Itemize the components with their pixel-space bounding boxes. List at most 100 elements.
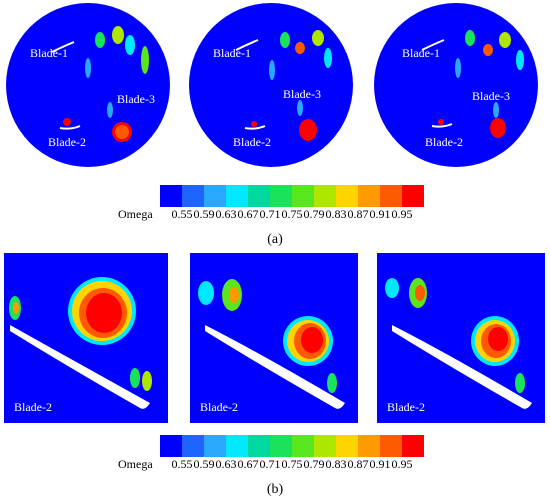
vortex: [490, 118, 506, 138]
colorbar-swatch: [336, 185, 358, 207]
colorbar-tick-label: 0.79: [304, 457, 325, 471]
vortex: [63, 118, 71, 126]
colorbar-tick-label: 0.91: [370, 207, 391, 221]
row-b: Blade-2 Blade-2 Bl: [0, 253, 550, 423]
vortex: [13, 302, 19, 314]
label-blade-2: Blade-2: [387, 400, 425, 414]
vortex-core: [86, 293, 122, 333]
vortex: [499, 32, 511, 48]
colorbar-swatch: [270, 435, 292, 457]
vortex: [415, 285, 425, 301]
row-a-svg: Blade-1 Blade-3 Blade-2 Blade-1 Blade-3 …: [6, 3, 538, 167]
colorbar-a-svg: Omega 0.55 0.59 0.63 0.67 0.71 0.75 0.79 0.83 0.…: [118, 185, 424, 221]
row-b-panel-1: Blade-2: [4, 253, 168, 423]
row-b-svg: Blade-2 Blade-2 Bl: [4, 253, 545, 423]
vortex: [112, 26, 124, 44]
domain-circle: [6, 3, 170, 167]
caption-b: (b): [266, 482, 284, 497]
vortex: [385, 278, 399, 298]
colorbar-swatch: [182, 435, 204, 457]
blade-shape: [205, 325, 345, 409]
domain-circle: [189, 3, 353, 167]
colorbar-ticks: 0.55 0.59 0.63 0.67 0.71 0.75 0.79 0.83 0.87 0.91…: [172, 457, 413, 471]
colorbar-swatch: [248, 185, 270, 207]
vortex: [324, 48, 332, 68]
label-blade-1: Blade-1: [402, 46, 440, 60]
caption-a: (a): [267, 232, 283, 247]
vortex: [251, 121, 257, 127]
vortex: [297, 100, 303, 116]
vortex: [280, 32, 290, 48]
colorbar-swatches: [160, 185, 424, 207]
colorbar-ticks: 0.55 0.59 0.63 0.67 0.71 0.75 0.79 0.83 0.87 0.91…: [172, 207, 413, 221]
vortex: [312, 30, 324, 46]
vortex: [299, 119, 317, 141]
colorbar-swatch: [204, 435, 226, 457]
colorbar-tick-label: 0.59: [194, 457, 215, 471]
label-blade-3: Blade-3: [472, 89, 510, 103]
blade-shape: [10, 325, 150, 409]
colorbar-tick-label: 0.67: [238, 207, 259, 221]
colorbar-swatch: [358, 435, 380, 457]
colorbar-tick-label: 0.79: [304, 207, 325, 221]
colorbar-swatch: [380, 435, 402, 457]
label-blade-3: Blade-3: [117, 92, 155, 106]
row-b-panel-2: Blade-2: [190, 253, 358, 423]
vortex: [493, 102, 499, 118]
colorbar-tick-label: 0.63: [216, 457, 237, 471]
colorbar-swatch: [226, 185, 248, 207]
vortex: [95, 32, 105, 48]
label-blade-2: Blade-2: [425, 135, 463, 149]
vortex: [141, 46, 149, 74]
colorbar-swatch: [380, 185, 402, 207]
row-a-panel-2: Blade-1 Blade-3 Blade-2: [189, 3, 353, 167]
colorbar-tick-label: 0.71: [260, 457, 281, 471]
colorbar-tick-label: 0.71: [260, 207, 281, 221]
colorbar-swatch: [402, 185, 424, 207]
colorbar-swatch: [204, 185, 226, 207]
label-blade-2: Blade-2: [48, 135, 86, 149]
vortex: [229, 287, 239, 303]
label-blade-2: Blade-2: [200, 400, 238, 414]
label-blade-1: Blade-1: [213, 46, 251, 60]
colorbar-tick-label: 0.59: [194, 207, 215, 221]
vortex: [85, 58, 91, 78]
colorbar-tick-label: 0.75: [282, 207, 303, 221]
vortex: [483, 44, 493, 56]
vortex: [515, 373, 525, 393]
vortex: [465, 30, 475, 46]
colorbar-tick-label: 0.95: [392, 207, 413, 221]
colorbar-tick-label: 0.87: [348, 457, 369, 471]
vortex: [269, 60, 275, 80]
colorbar-swatch: [314, 435, 336, 457]
colorbar-title: Omega: [118, 207, 153, 221]
blade-2-shape: [431, 123, 453, 128]
colorbar-tick-label: 0.87: [348, 207, 369, 221]
row-a-panel-1: Blade-1 Blade-3 Blade-2: [6, 3, 170, 167]
vortex: [295, 42, 305, 54]
vortex: [516, 50, 524, 70]
colorbar-b-svg: Omega 0.55 0.59 0.63 0.67 0.71 0.75 0.79 0.83 0.…: [118, 435, 424, 471]
colorbar-tick-label: 0.83: [326, 207, 347, 221]
vortex: [455, 58, 461, 78]
colorbar-swatch: [270, 185, 292, 207]
vortex: [130, 368, 140, 388]
colorbar-b: Omega 0.55 0.59 0.63 0.67 0.71 0.75 0.79 0.83 0.…: [0, 433, 550, 475]
vortex: [107, 102, 113, 118]
colorbar-swatch: [182, 185, 204, 207]
blade-shape: [392, 325, 532, 409]
blade-2-shape: [244, 125, 266, 130]
blade-2-shape: [59, 125, 81, 130]
vortex-core: [301, 327, 323, 353]
colorbar-swatch: [160, 185, 182, 207]
colorbar-swatch: [292, 185, 314, 207]
colorbar-swatch: [160, 435, 182, 457]
blade-1-shape: [235, 39, 259, 51]
vortex: [198, 281, 214, 305]
colorbar-a: Omega 0.55 0.59 0.63 0.67 0.71 0.75 0.79 0.83 0.…: [0, 183, 550, 225]
vortex: [438, 119, 444, 125]
colorbar-tick-label: 0.55: [172, 457, 193, 471]
label-blade-3: Blade-3: [283, 87, 321, 101]
colorbar-title: Omega: [118, 457, 153, 471]
label-blade-2: Blade-2: [233, 135, 271, 149]
